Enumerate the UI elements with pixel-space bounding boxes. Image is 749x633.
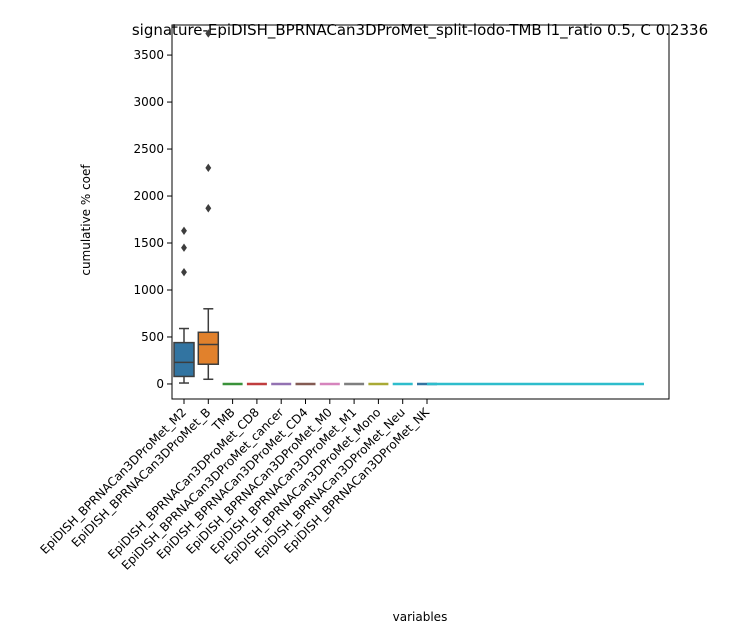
flier-point bbox=[181, 267, 187, 277]
y-axis-label: cumulative % coef bbox=[79, 164, 93, 276]
x-axis-label: variables bbox=[393, 610, 448, 624]
flier-point bbox=[205, 29, 212, 38]
chart-title: signature-EpiDISH_BPRNACan3DProMet_split… bbox=[132, 21, 708, 40]
y-tick-label: 0 bbox=[156, 377, 164, 391]
flier-point bbox=[181, 243, 187, 252]
box-0 bbox=[173, 226, 195, 384]
flier-point bbox=[181, 226, 187, 235]
y-tick-label: 1500 bbox=[133, 236, 164, 250]
box bbox=[173, 341, 195, 378]
flier-point bbox=[205, 163, 212, 173]
y-tick-label: 500 bbox=[141, 330, 164, 344]
y-tick-label: 3500 bbox=[133, 48, 164, 62]
y-tick-label: 1000 bbox=[133, 283, 164, 297]
plot-area bbox=[173, 29, 644, 386]
box-1 bbox=[197, 29, 220, 381]
y-tick-label: 2000 bbox=[133, 189, 164, 203]
flier-point bbox=[205, 204, 212, 213]
box bbox=[197, 331, 220, 365]
plot-frame bbox=[171, 24, 670, 400]
y-tick-label: 3000 bbox=[133, 95, 164, 109]
y-tick-label: 2500 bbox=[133, 142, 164, 156]
